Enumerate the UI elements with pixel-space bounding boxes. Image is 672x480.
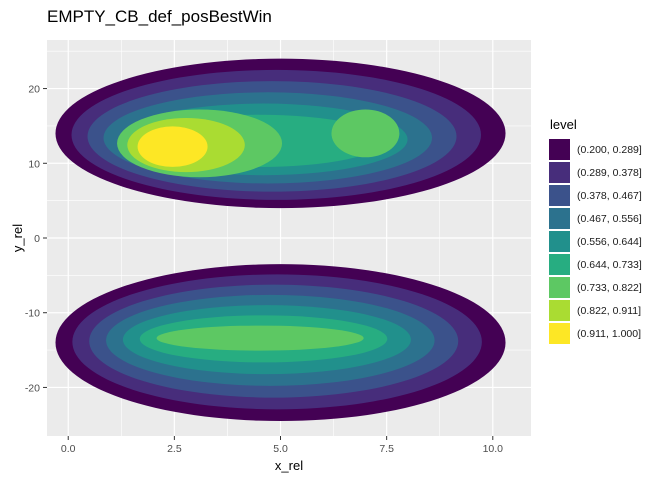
legend-swatch bbox=[548, 253, 571, 276]
legend-item: (0.556, 0.644] bbox=[548, 230, 642, 253]
density-contours bbox=[55, 58, 506, 422]
x-axis-title: x_rel bbox=[275, 458, 303, 473]
y-tick-label: -20 bbox=[25, 382, 40, 394]
legend-swatch bbox=[548, 322, 571, 345]
legend-label: (0.911, 1.000] bbox=[577, 327, 642, 340]
legend-swatch bbox=[548, 161, 571, 184]
legend-title: level bbox=[550, 117, 577, 132]
x-tick-label: 0.0 bbox=[61, 443, 76, 455]
legend-item: (0.822, 0.911] bbox=[548, 299, 642, 322]
y-tick-label: 10 bbox=[28, 158, 40, 170]
x-tick-label: 2.5 bbox=[167, 443, 182, 455]
legend-items: (0.200, 0.289] (0.289, 0.378] (0.378, 0.46… bbox=[548, 138, 642, 345]
legend-item: (0.378, 0.467] bbox=[548, 184, 642, 207]
x-tick-label: 7.5 bbox=[379, 443, 394, 455]
contour-band-upper-6-secondary bbox=[331, 109, 400, 158]
legend-swatch bbox=[548, 207, 571, 230]
legend-swatch bbox=[548, 138, 571, 161]
legend-item: (0.733, 0.822] bbox=[548, 276, 642, 299]
y-tick-label: 20 bbox=[28, 84, 40, 96]
contour-band-lower-6 bbox=[156, 325, 364, 351]
legend-label: (0.556, 0.644] bbox=[577, 235, 642, 248]
axes: 0.0 2.5 5.0 7.5 10.0 20 10 0 -10 -20 bbox=[25, 84, 503, 455]
x-tick-label: 5.0 bbox=[273, 443, 288, 455]
legend-label: (0.289, 0.378] bbox=[577, 166, 642, 179]
y-tick-label: -10 bbox=[25, 308, 40, 320]
legend-swatch bbox=[548, 276, 571, 299]
legend-item: (0.467, 0.556] bbox=[548, 207, 642, 230]
legend-label: (0.378, 0.467] bbox=[577, 189, 642, 202]
x-tick-label: 10.0 bbox=[483, 443, 504, 455]
legend-item: (0.644, 0.733] bbox=[548, 253, 642, 276]
legend-item: (0.289, 0.378] bbox=[548, 161, 642, 184]
legend-swatch bbox=[548, 184, 571, 207]
y-axis-title: y_rel bbox=[10, 224, 25, 252]
legend-item: (0.200, 0.289] bbox=[548, 138, 642, 161]
legend-swatch bbox=[548, 299, 571, 322]
contour-band-upper-8 bbox=[137, 126, 208, 167]
legend-label: (0.467, 0.556] bbox=[577, 212, 642, 225]
chart-title: EMPTY_CB_def_posBestWin bbox=[47, 7, 272, 26]
legend-item: (0.911, 1.000] bbox=[548, 322, 642, 345]
legend-label: (0.200, 0.289] bbox=[577, 143, 642, 156]
y-tick-label: 0 bbox=[34, 233, 40, 245]
legend-label: (0.822, 0.911] bbox=[577, 304, 642, 317]
legend-label: (0.733, 0.822] bbox=[577, 281, 642, 294]
legend-swatch bbox=[548, 230, 571, 253]
legend: level (0.200, 0.289] (0.289, 0.378] (0.378… bbox=[548, 117, 642, 345]
legend-label: (0.644, 0.733] bbox=[577, 258, 642, 271]
